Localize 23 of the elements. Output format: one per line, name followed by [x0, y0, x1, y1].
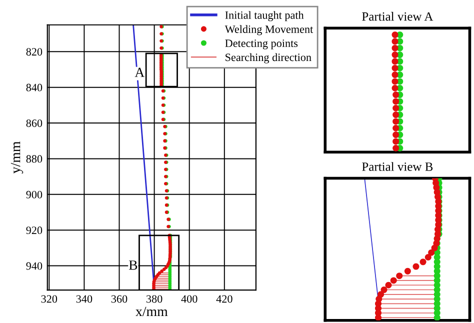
legend-label: Initial taught path	[225, 11, 304, 22]
y-tick-label: 820	[26, 48, 42, 56]
y-tick-label: 940	[26, 262, 42, 270]
x-tick-label: 360	[111, 295, 128, 303]
annotation: B	[128, 260, 138, 270]
x-tick-label: 320	[41, 295, 58, 303]
x-tick-label: 400	[181, 295, 198, 303]
legend-label: Welding Movement	[224, 25, 314, 36]
y-tick-label: 840	[26, 84, 42, 92]
x-tick-label: 340	[76, 295, 92, 303]
x-axis-title: x/mm	[136, 306, 168, 316]
annotation: A	[134, 68, 145, 77]
x-tick-label: 380	[146, 295, 162, 303]
text: Partial view A	[362, 12, 434, 21]
y-tick-label: 900	[26, 190, 42, 198]
y-tick-label: 860	[26, 119, 42, 127]
x-tick-label: 420	[216, 295, 232, 303]
y-tick-label: 920	[26, 226, 42, 234]
y-tick-label: 880	[26, 155, 42, 163]
legend-label: Detecting points	[225, 40, 298, 50]
legend-label: Searching direction	[226, 53, 312, 64]
text: Partial view B	[362, 162, 433, 171]
y-axis-title: y/mm	[10, 141, 24, 174]
